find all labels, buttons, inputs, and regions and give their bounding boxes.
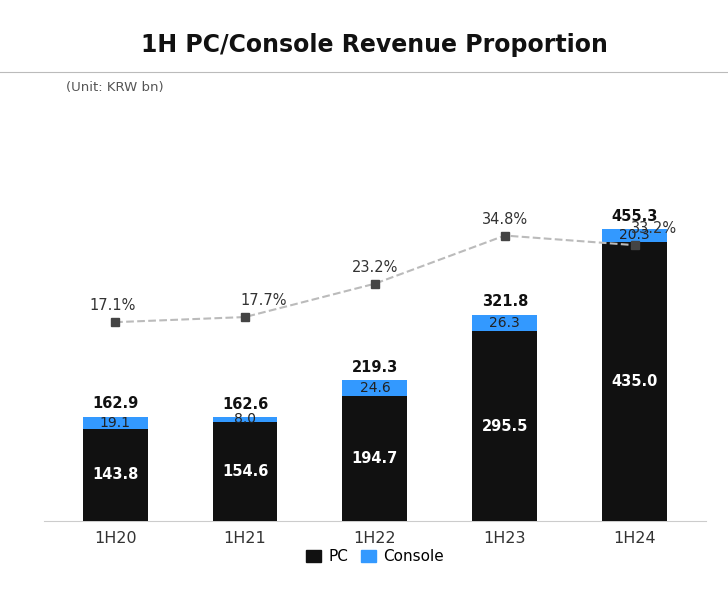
Text: 295.5: 295.5 xyxy=(482,419,528,434)
Text: 17.7%: 17.7% xyxy=(240,293,286,308)
Text: 435.0: 435.0 xyxy=(612,374,658,389)
Bar xyxy=(602,229,667,242)
Text: 17.1%: 17.1% xyxy=(90,298,135,313)
Text: 154.6: 154.6 xyxy=(222,464,268,479)
Bar xyxy=(602,242,667,521)
Text: 26.3: 26.3 xyxy=(489,316,521,330)
Text: (Unit: KRW bn): (Unit: KRW bn) xyxy=(66,81,163,94)
Title: 1H PC/Console Revenue Proportion: 1H PC/Console Revenue Proportion xyxy=(141,34,609,58)
Bar xyxy=(342,396,408,521)
Text: 20.3: 20.3 xyxy=(620,228,650,243)
Text: 34.8%: 34.8% xyxy=(482,211,528,226)
Text: 8.0: 8.0 xyxy=(234,412,256,426)
Bar xyxy=(83,429,148,521)
Bar xyxy=(213,422,277,521)
Text: 162.9: 162.9 xyxy=(92,397,138,412)
Text: 19.1: 19.1 xyxy=(100,416,130,429)
Text: 219.3: 219.3 xyxy=(352,360,398,375)
Legend: PC, Console: PC, Console xyxy=(298,541,452,572)
Bar xyxy=(213,417,277,422)
Text: 321.8: 321.8 xyxy=(482,295,528,310)
Text: 162.6: 162.6 xyxy=(222,397,268,412)
Bar xyxy=(83,416,148,429)
Text: 23.2%: 23.2% xyxy=(352,260,398,275)
Text: 24.6: 24.6 xyxy=(360,382,390,395)
Text: 194.7: 194.7 xyxy=(352,451,398,466)
Text: 455.3: 455.3 xyxy=(612,209,658,224)
Bar xyxy=(472,314,537,331)
Text: 33.2%: 33.2% xyxy=(631,221,677,236)
Bar xyxy=(342,380,408,396)
Bar xyxy=(472,331,537,521)
Text: 143.8: 143.8 xyxy=(92,467,138,482)
